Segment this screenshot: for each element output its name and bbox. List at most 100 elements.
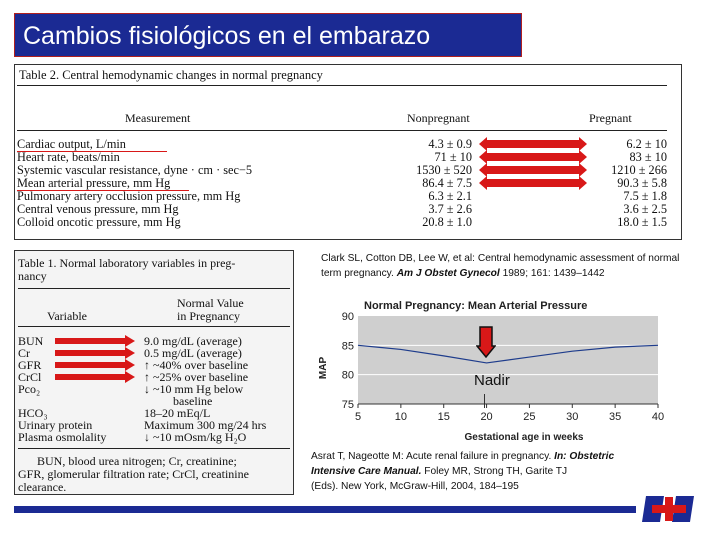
variable-cell: Pco₂: [18, 382, 41, 396]
nonpregnant-cell: 86.4 ± 7.5: [422, 176, 472, 190]
right-arrow-icon: [55, 335, 135, 347]
lab-variables-table: Table 1. Normal laboratory variables in …: [14, 250, 294, 495]
highlight-underline: [17, 190, 189, 191]
measurement-cell: Systemic vascular resistance, dyne · cm …: [17, 163, 253, 177]
citation-text: Foley MR, Strong TH, Garite TJ: [421, 466, 568, 477]
pregnant-cell: 1210 ± 266: [611, 163, 667, 177]
slide-title: Cambios fisiológicos en el embarazo: [23, 22, 431, 50]
map-chart: Normal Pregnancy: Mean Arterial Pressure…: [318, 300, 664, 443]
title-banner: Cambios fisiológicos en el embarazo: [14, 13, 522, 57]
right-arrow-icon: [55, 359, 135, 371]
table-row: Mean arterial pressure, mm Hg 86.4 ± 7.5…: [17, 177, 677, 190]
table1-rule-bottom: [18, 448, 290, 449]
citation-clark: Clark SL, Cotton DB, Lee W, et al: Centr…: [321, 251, 679, 281]
citation-line: Clark SL, Cotton DB, Lee W, et al: Centr…: [321, 253, 680, 264]
nonpregnant-cell: 1530 ± 520: [416, 163, 472, 177]
table1-header-normal-line1: Normal Value: [177, 296, 244, 310]
citation-line: (Eds). New York, McGraw-Hill, 2004, 184–…: [311, 481, 519, 492]
y-tick-label: 90: [342, 311, 354, 323]
x-tick-label: 30: [566, 411, 578, 423]
value-cell: 18–20 mEq/L: [144, 406, 211, 420]
x-tick-label: 35: [609, 411, 621, 423]
nonpregnant-cell: 71 ± 10: [434, 150, 473, 164]
table-row: Central venous pressure, mm Hg 3.7 ± 2.6…: [17, 203, 677, 216]
citation-line: Asrat T, Nageotte M: Acute renal failure…: [311, 449, 614, 464]
table1-caption-line1: Table 1. Normal laboratory variables in …: [18, 256, 236, 270]
table2-rule-header: [17, 130, 667, 131]
citation-text: term pregnancy.: [321, 268, 397, 279]
variable-cell: Cr: [18, 346, 30, 360]
nonpregnant-cell: 6.3 ± 2.1: [428, 189, 472, 203]
table-row: Colloid oncotic pressure, mm Hg 20.8 ± 1…: [17, 216, 677, 229]
x-axis-label: Gestational age in weeks: [465, 432, 584, 443]
table2-header-nonpregnant: Nonpregnant: [407, 111, 470, 125]
down-arrow-icon: [476, 326, 496, 358]
citation-text: 1989; 161: 1439–1442: [499, 268, 605, 279]
measurement-cell: Mean arterial pressure, mm Hg: [17, 176, 171, 190]
variable-cell: BUN: [18, 334, 44, 348]
lab-arrows: [55, 335, 135, 383]
right-arrow-icon: [55, 347, 135, 359]
pregnant-cell: 3.6 ± 2.5: [623, 202, 667, 216]
double-arrow-icon: [479, 137, 587, 151]
double-arrow-icon: [479, 163, 587, 177]
pregnant-cell: 83 ± 10: [629, 150, 668, 164]
measurement-cell: Central venous pressure, mm Hg: [17, 202, 179, 216]
highlight-underline: [17, 151, 167, 152]
variable-cell: GFR: [18, 358, 42, 372]
table-row: Systemic vascular resistance, dyne · cm …: [17, 164, 677, 177]
variable-cell: HCO₃: [18, 406, 48, 420]
y-tick-label: 80: [342, 370, 354, 382]
table1-footnote-line: GFR, glomerular filtration rate; CrCl, c…: [18, 467, 249, 481]
table-row: Cardiac output, L/min 4.3 ± 0.9 6.2 ± 10: [17, 138, 677, 151]
table1-header-variable: Variable: [47, 309, 87, 323]
hemodynamic-table: Table 2. Central hemodynamic changes in …: [14, 64, 682, 240]
nadir-pointer: [484, 394, 485, 408]
table1-header-normal-line2: in Pregnancy: [177, 309, 240, 323]
pregnant-cell: 6.2 ± 10: [626, 137, 667, 151]
citation-line: term pregnancy. Am J Obstet Gynecol 1989…: [321, 266, 679, 281]
x-tick-label: 40: [652, 411, 664, 423]
measurement-cell: Colloid oncotic pressure, mm Hg: [17, 215, 181, 229]
pregnant-cell: 7.5 ± 1.8: [623, 189, 667, 203]
x-tick-label: 15: [438, 411, 450, 423]
citation-asrat: Asrat T, Nageotte M: Acute renal failure…: [311, 449, 614, 494]
double-arrow-icon: [479, 150, 587, 164]
x-tick-label: 20: [480, 411, 492, 423]
nonpregnant-cell: 3.7 ± 2.6: [428, 202, 472, 216]
nadir-label: Nadir: [474, 372, 510, 389]
table-row: Heart rate, beats/min 71 ± 10 83 ± 10: [17, 151, 677, 164]
x-tick-label: 25: [523, 411, 535, 423]
right-arrow-icon: [55, 371, 135, 383]
value-cell: Maximum 300 mg/24 hrs: [144, 418, 267, 432]
value-cell: 9.0 mg/dL (average): [144, 334, 242, 348]
table1-footnote-line: BUN, blood urea nitrogen; Cr, creatinine…: [37, 454, 237, 468]
measurement-cell: Cardiac output, L/min: [17, 137, 126, 151]
table1-rule-top: [18, 288, 290, 289]
measurement-cell: Heart rate, beats/min: [17, 150, 120, 164]
value-cell: ↓ ~10 mm Hg below: [144, 382, 244, 396]
table2-caption: Table 2. Central hemodynamic changes in …: [19, 68, 323, 82]
value-cell: baseline: [173, 394, 213, 408]
y-tick-label: 85: [342, 340, 354, 352]
x-tick-label: 5: [355, 411, 361, 423]
value-cell: ↑ ~25% over baseline: [144, 370, 249, 384]
table2-header-measurement: Measurement: [125, 111, 191, 125]
citation-book: Intensive Care Manual.: [311, 466, 422, 477]
citation-line: Intensive Care Manual. Foley MR, Strong …: [311, 464, 614, 479]
table1-footnote-line: clearance.: [18, 480, 67, 494]
x-axis: 5 10 15 20 25 30 35 40: [355, 403, 664, 423]
value-cell: ↓ ~10 mOsm/kg H₂O: [144, 430, 247, 444]
logo-icon: [642, 496, 694, 522]
table-row: Pulmonary artery occlusion pressure, mm …: [17, 190, 677, 203]
variable-cell: Plasma osmolality: [18, 430, 107, 444]
grid: [358, 344, 658, 376]
hb-logo: [638, 492, 698, 526]
comparison-arrows: [479, 137, 587, 190]
footer-bar: [14, 506, 636, 513]
nonpregnant-cell: 4.3 ± 0.9: [428, 137, 472, 151]
citation-text: Asrat T, Nageotte M: Acute renal failure…: [311, 451, 555, 462]
y-axis-label: MAP: [318, 357, 329, 380]
variable-cell: Urinary protein: [18, 418, 93, 432]
map-series-line: [357, 344, 659, 364]
